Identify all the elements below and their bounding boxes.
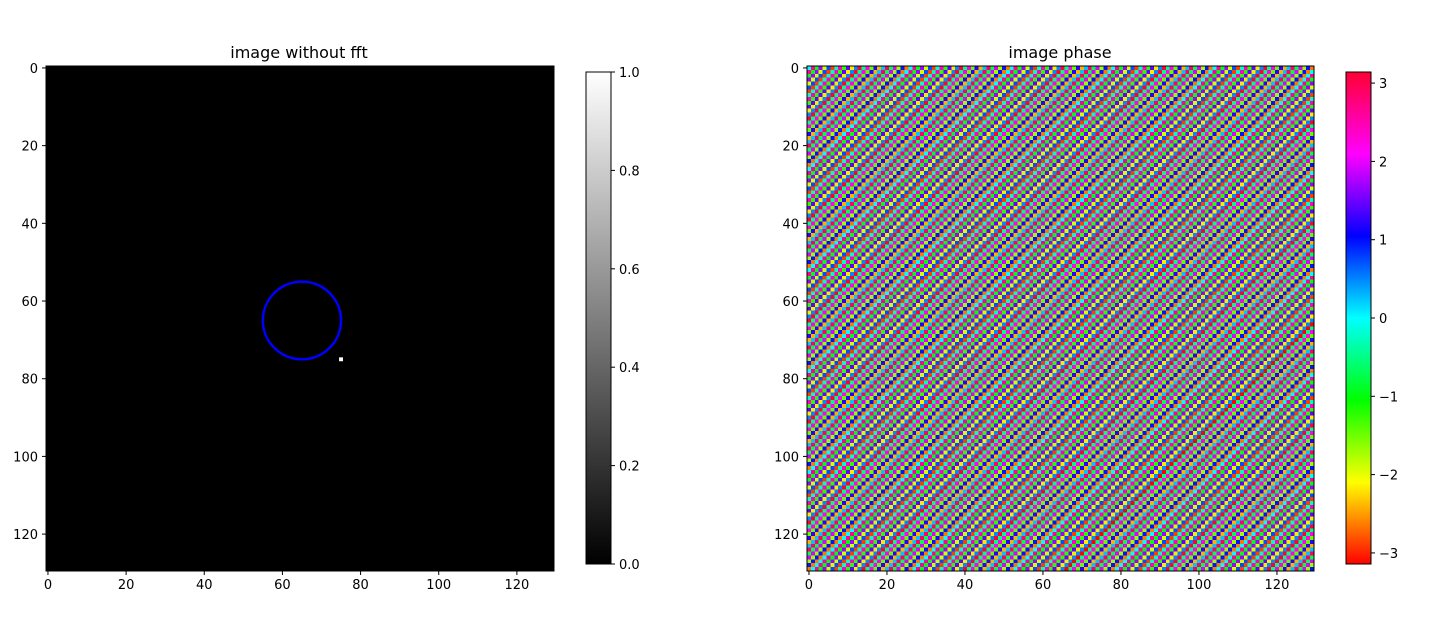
colorbar-tick-label: 1: [1379, 234, 1387, 249]
x-tick-label: 0: [44, 578, 52, 593]
y-tick-label: 80: [782, 373, 799, 388]
x-tick-label: 20: [879, 578, 896, 593]
x-axis-ticks: 0 20 40 60 80 100 120: [44, 571, 529, 593]
x-axis-ticks: 0 20 40 60 80 100 120: [805, 571, 1290, 593]
axes-frame: [45, 65, 555, 572]
chart-title: image without fft: [230, 43, 367, 62]
y-tick-label: 60: [782, 295, 799, 310]
x-tick-label: 20: [118, 578, 135, 593]
colorbar-tick-label: 3: [1379, 77, 1387, 92]
x-tick-label: 0: [805, 578, 813, 593]
colorbar-tick-label: 0.6: [619, 263, 640, 278]
x-tick-label: 120: [1265, 578, 1290, 593]
colorbar-tick-label: 2: [1379, 155, 1387, 170]
colorbar-tick-label: 1.0: [619, 66, 640, 81]
colorbar-tick-label: −1: [1379, 390, 1398, 405]
panel-image-without-fft: image without fft 0 20 40 60 80 100 120 0 20 40 6…: [13, 43, 640, 593]
y-axis-ticks: 0 20 40 60 80 100 120: [13, 62, 46, 543]
y-tick-label: 0: [791, 62, 799, 77]
colorbar-tick-label: 0.2: [619, 460, 640, 475]
x-tick-label: 60: [274, 578, 291, 593]
y-tick-label: 40: [782, 217, 799, 232]
x-tick-label: 120: [504, 578, 529, 593]
x-tick-label: 40: [196, 578, 213, 593]
y-tick-label: 40: [21, 217, 38, 232]
y-axis-ticks: 0 20 40 60 80 100 120: [774, 62, 807, 543]
phase-image: [807, 66, 1314, 571]
x-tick-label: 40: [957, 578, 974, 593]
colorbar-tick-label: 0: [1379, 312, 1387, 327]
circle-annotation: [261, 280, 343, 361]
colorbar: [585, 71, 612, 565]
x-tick-label: 100: [426, 578, 451, 593]
colorbar-ticks: −3 −2 −1 0 1 2 3: [1371, 77, 1398, 562]
y-tick-label: 100: [774, 450, 799, 465]
panel-image-phase: image phase 0 20 40 60 80 100 120 020406080100…: [774, 43, 1398, 593]
y-tick-label: 100: [13, 450, 38, 465]
image-area: [46, 66, 554, 571]
y-tick-label: 120: [13, 528, 38, 543]
colorbar-ticks: 0.0 0.2 0.4 0.6 0.8 1.0: [611, 66, 640, 573]
x-tick-label: 100: [1187, 578, 1212, 593]
x-tick-label: 80: [1113, 578, 1130, 593]
x-tick-label: 60: [1035, 578, 1052, 593]
bright-pixel: [339, 357, 343, 362]
colorbar: [1345, 71, 1372, 565]
y-tick-label: 60: [21, 295, 38, 310]
y-tick-label: 20: [782, 140, 799, 155]
y-tick-label: 120: [774, 528, 799, 543]
axes-frame: [806, 65, 1315, 572]
colorbar-tick-label: −2: [1379, 469, 1398, 484]
y-tick-label: 80: [21, 373, 38, 388]
image-overlays: [261, 280, 343, 362]
chart-title: image phase: [1008, 43, 1111, 62]
y-tick-label: 0: [30, 62, 38, 77]
colorbar-tick-label: 0.4: [619, 361, 640, 376]
phase-heatmap: [807, 66, 1314, 571]
colorbar-tick-label: 0.0: [619, 558, 640, 573]
colorbar-tick-label: 0.8: [619, 164, 640, 179]
colorbar-tick-label: −3: [1379, 547, 1398, 562]
x-tick-label: 80: [352, 578, 369, 593]
y-tick-label: 20: [21, 140, 38, 155]
